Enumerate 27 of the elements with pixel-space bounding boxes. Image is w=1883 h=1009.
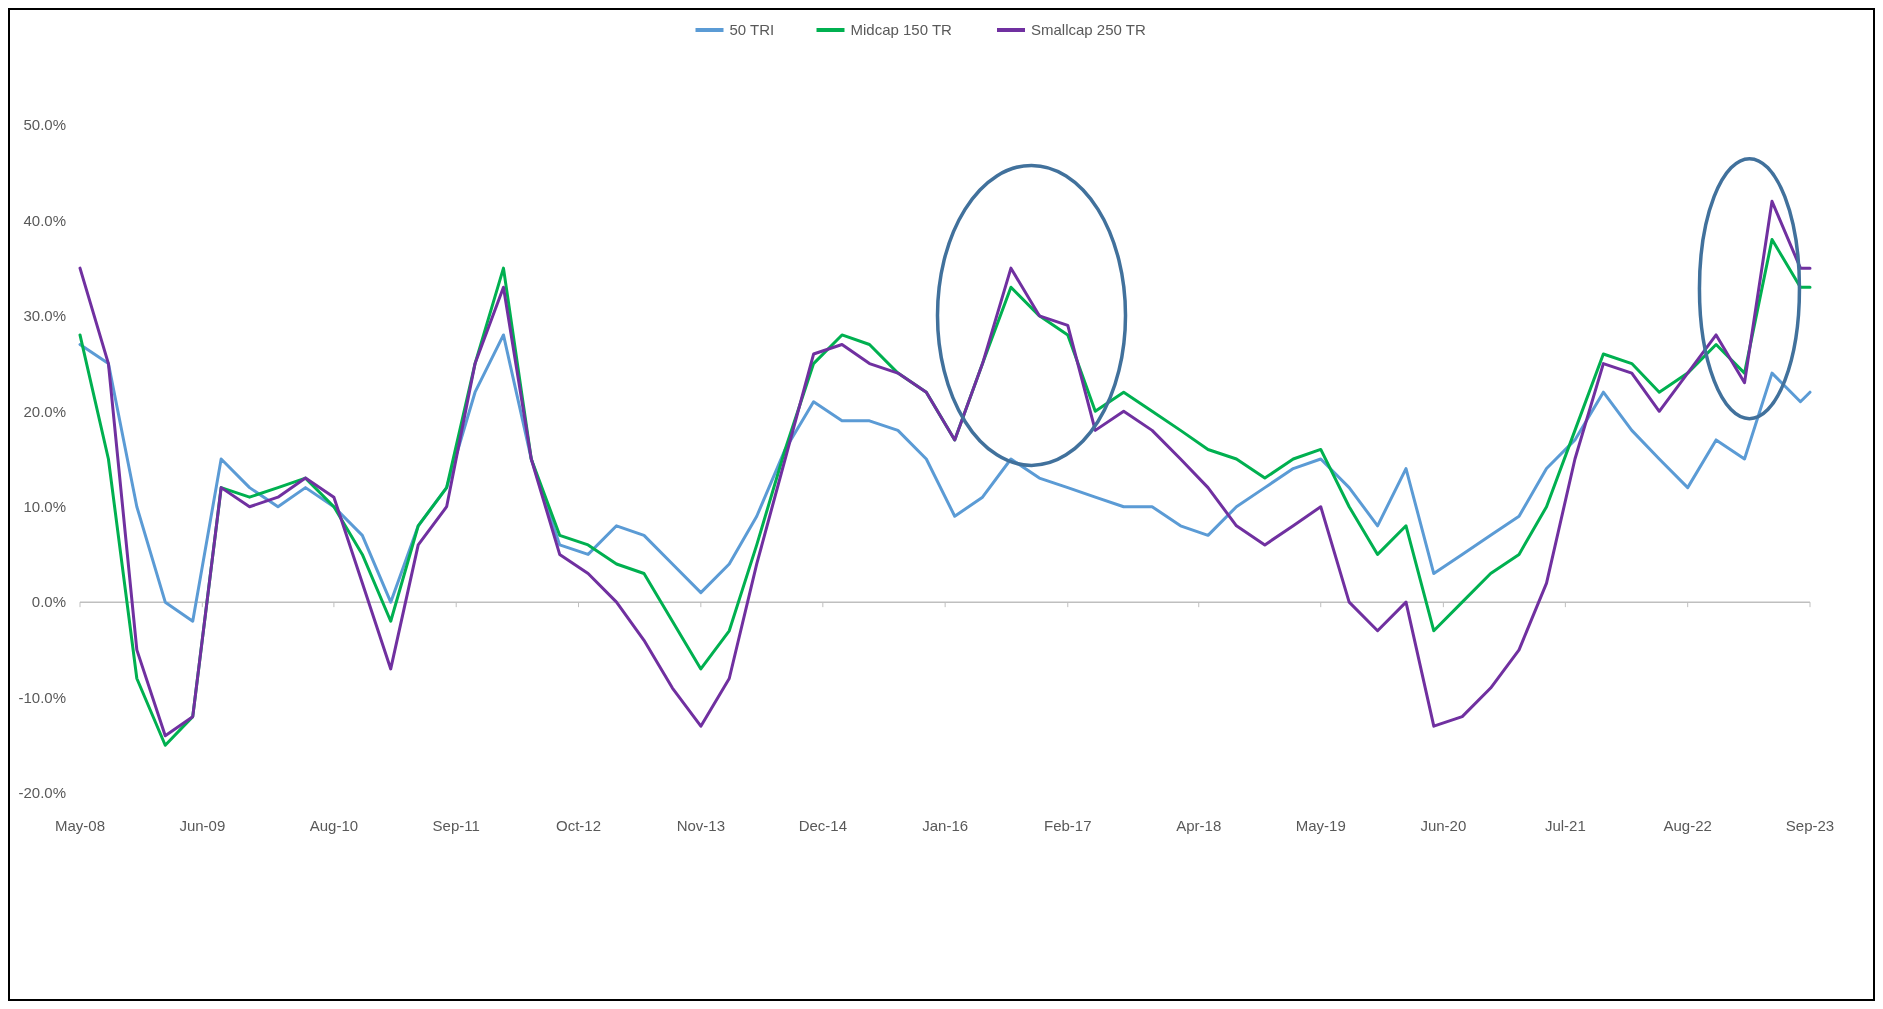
- y-tick-label: -10.0%: [18, 688, 66, 706]
- y-tick-label: 30.0%: [23, 307, 66, 325]
- y-tick-label: 20.0%: [23, 402, 66, 420]
- x-tick-label: Apr-18: [1176, 817, 1222, 834]
- x-tick-label: Nov-13: [676, 817, 726, 834]
- x-tick-label: Jun-20: [1420, 817, 1467, 834]
- x-tick-label: Feb-17: [1044, 817, 1092, 834]
- x-tick-label: May-08: [54, 817, 106, 834]
- y-tick-label: 40.0%: [23, 211, 66, 229]
- x-tick-label: Jan-16: [922, 817, 969, 834]
- x-tick-label: Aug-22: [1663, 817, 1712, 834]
- y-tick-label: -20.0%: [18, 784, 66, 802]
- x-tick-label: May-19: [1295, 817, 1346, 834]
- x-tick-label: Oct-12: [556, 817, 602, 834]
- y-tick-label: 0.0%: [31, 593, 66, 611]
- x-tick-label: Jun-09: [179, 817, 226, 834]
- x-tick-label: Jul-21: [1544, 817, 1586, 834]
- x-tick-label: Dec-14: [798, 817, 848, 834]
- x-tick-label: Sep-11: [432, 817, 480, 834]
- x-tick-label: Sep-23: [1785, 817, 1835, 834]
- legend-label: 50 TRI: [729, 21, 775, 39]
- x-tick-label: Aug-10: [309, 817, 359, 834]
- legend-label: Midcap 150 TR: [850, 21, 953, 39]
- legend-label: Smallcap 250 TR: [1031, 21, 1146, 39]
- line-series: [78, 333, 1812, 623]
- y-tick-label: 10.0%: [23, 497, 66, 515]
- y-tick-label: 50.0%: [23, 116, 66, 134]
